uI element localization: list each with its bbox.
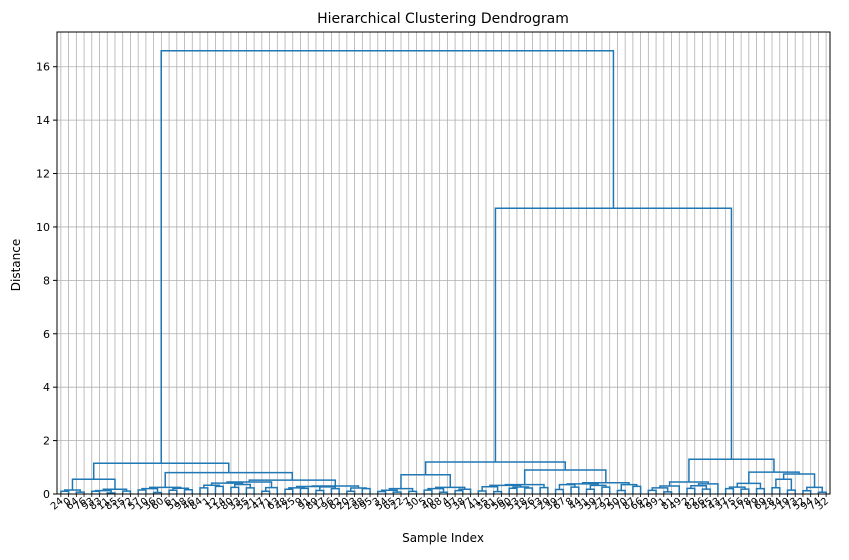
dendrogram-link xyxy=(477,490,487,494)
dendrogram-link xyxy=(361,487,371,494)
dendrogram-link xyxy=(523,487,534,494)
y-tick-label: 6 xyxy=(43,328,50,341)
dendrogram-link xyxy=(299,487,309,494)
dendrogram-link xyxy=(802,489,812,494)
dendrogram-link xyxy=(701,488,711,494)
y-tick-label: 16 xyxy=(36,61,50,74)
dendrogram-link xyxy=(164,471,294,488)
y-tick-label: 2 xyxy=(43,435,50,448)
x-tick-label: 1 xyxy=(657,496,669,509)
dendrogram-link xyxy=(284,488,294,494)
dendrogram-link xyxy=(407,490,418,494)
y-tick-label: 4 xyxy=(43,381,50,394)
dendrogram-link xyxy=(458,488,472,494)
dendrogram-link xyxy=(755,487,766,494)
dendrogram-link xyxy=(288,487,306,490)
dendrogram-link xyxy=(149,486,182,489)
x-tick-label: 9 xyxy=(293,496,305,509)
dendrogram-link xyxy=(230,486,240,494)
dendrogram-link xyxy=(489,484,522,487)
dendrogram-link xyxy=(494,207,733,462)
y-axis-ticks: 0 2 4 6 8 10 12 14 16 xyxy=(36,61,57,501)
y-axis-label: Distance xyxy=(9,239,23,291)
x-axis-ticks: 2406476938311851572571036606519846841121… xyxy=(49,494,831,512)
y-tick-label: 8 xyxy=(43,274,50,287)
dendrogram-link xyxy=(740,488,750,494)
dendrogram-links xyxy=(60,49,827,494)
x-tick-label: 5 xyxy=(417,496,429,509)
x-tick-label: 1 xyxy=(201,496,213,509)
dendrogram-link xyxy=(570,486,580,494)
dendrogram-link xyxy=(71,478,116,490)
chart-title: Hierarchical Clustering Dendrogram xyxy=(317,11,569,27)
dendrogram-link xyxy=(508,487,518,494)
dendrogram-link xyxy=(346,490,356,494)
dendrogram-link xyxy=(539,486,549,494)
dendrogram-link xyxy=(632,485,642,494)
dendrogram-link xyxy=(782,473,816,488)
dendrogram-link xyxy=(388,487,414,492)
dendrogram-link xyxy=(226,481,273,488)
dendrogram-link xyxy=(806,486,824,493)
dendrogram-link xyxy=(601,486,611,494)
x-tick-label: 3 xyxy=(371,496,383,509)
dendrogram-link xyxy=(668,481,710,486)
dendrogram-link xyxy=(554,488,565,494)
dendrogram-link xyxy=(424,461,566,475)
dendrogram-link xyxy=(183,489,194,494)
dendrogram-link xyxy=(647,489,657,494)
dendrogram-link xyxy=(214,485,224,494)
dendrogram-link xyxy=(121,490,132,494)
dendrogram-link xyxy=(423,489,433,494)
dendrogram-link xyxy=(94,489,112,493)
dendrogram-link xyxy=(786,489,796,494)
dendrogram-link xyxy=(438,491,449,494)
dendrogram-link xyxy=(172,487,190,491)
dendrogram-link xyxy=(141,487,159,493)
dendrogram-link xyxy=(315,489,325,494)
dendrogram-link xyxy=(435,486,466,490)
x-axis-label: Sample Index xyxy=(402,531,484,545)
dendrogram-link xyxy=(728,486,746,490)
dendrogram-link xyxy=(585,488,595,494)
dendrogram-link xyxy=(330,487,340,494)
dendrogram-link xyxy=(775,478,793,491)
dendrogram-link xyxy=(724,487,735,494)
y-tick-label: 12 xyxy=(36,168,50,181)
plot-frame xyxy=(56,31,831,495)
dendrogram-link xyxy=(620,483,638,491)
dendrogram-link xyxy=(160,49,615,464)
x-tick-label: 2 xyxy=(680,496,692,509)
x-tick-label: 8 xyxy=(564,496,576,509)
dendrogram-link xyxy=(245,487,255,494)
dendrogram-link xyxy=(137,489,147,494)
dendrogram-link xyxy=(817,491,827,494)
dendrogram-link xyxy=(581,482,630,485)
dendrogram-link xyxy=(748,471,800,484)
x-tick-label: 0 xyxy=(62,496,74,509)
dendrogram-link xyxy=(616,489,626,494)
dendrogram-link xyxy=(168,489,178,494)
y-tick-label: 10 xyxy=(36,221,50,234)
grid-lines xyxy=(57,32,830,495)
dendrogram-link xyxy=(566,483,599,486)
x-tick-label: 7 xyxy=(402,496,414,509)
dendrogram-link xyxy=(686,487,696,494)
dendrogram-link xyxy=(454,489,464,494)
dendrogram-link xyxy=(688,458,775,482)
dendrogram-link xyxy=(651,487,669,492)
x-tick-label: 6 xyxy=(162,496,174,509)
dendrogram-link xyxy=(60,490,70,494)
dendrogram-link xyxy=(736,482,762,489)
y-tick-label: 0 xyxy=(43,488,50,501)
y-tick-label: 14 xyxy=(36,114,50,127)
dendrogram-link xyxy=(199,487,209,494)
dendrogram-link xyxy=(771,486,781,494)
x-tick-label: 4 xyxy=(440,496,452,509)
